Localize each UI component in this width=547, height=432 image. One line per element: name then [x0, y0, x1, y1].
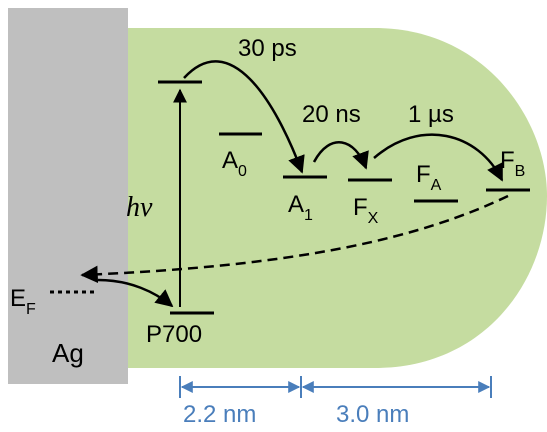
transfer-label-20ns: 20 ns: [302, 101, 361, 128]
protein-complex: [128, 28, 547, 368]
transfer-arrow-20ns: [312, 141, 369, 170]
fermi-label: EF: [10, 285, 36, 318]
transfer-arrow-1us: [373, 133, 504, 182]
label-fx: FX: [353, 194, 379, 227]
transfer-arrow-30ps: [183, 60, 305, 174]
label-fb: FB: [500, 147, 525, 180]
label-p700: P700: [146, 321, 202, 348]
electrode-label: Ag: [52, 338, 84, 368]
recombination-dashed-arrow: [80, 194, 509, 284]
label-fa: FA: [416, 161, 442, 194]
scale-label-2.2nm: 2.2 nm: [183, 401, 256, 428]
photon-energy-label: hν: [126, 192, 153, 223]
transfer-label-1us: 1 µs: [408, 101, 454, 128]
label-a1: A1: [288, 191, 313, 224]
silver-electrode: [8, 8, 128, 384]
label-a0: A0: [222, 147, 247, 180]
scale-label-3.0nm: 3.0 nm: [336, 401, 409, 428]
transfer-label-30ps: 30 ps: [238, 35, 297, 62]
fermi-to-p700-arrow: [97, 278, 174, 308]
